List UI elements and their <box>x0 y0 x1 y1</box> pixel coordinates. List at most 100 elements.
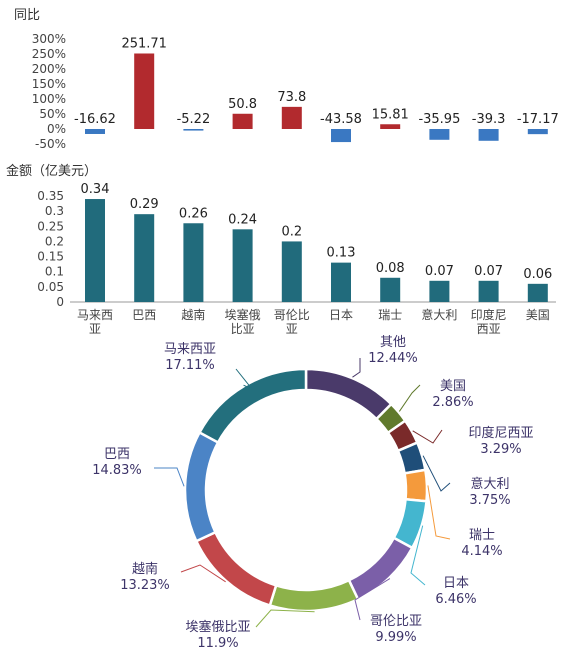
donut-slice-percent: 9.99% <box>375 630 416 645</box>
amount-bar <box>134 214 155 302</box>
amount-value-label: 0.24 <box>228 212 257 227</box>
donut-leader-line <box>352 358 361 378</box>
amount-bar <box>85 199 105 302</box>
yoy-bar <box>429 129 450 140</box>
amount-category-label: 巴西 <box>132 308 156 322</box>
amount-category-label: 越南 <box>181 307 205 322</box>
amount-value-label: 0.2 <box>281 224 302 239</box>
yoy-y-tick: 50% <box>39 107 66 121</box>
donut-leader-lines <box>154 358 451 628</box>
yoy-value-labels: -16.62 251.71 -5.22 50.8 73.8 -43.58 15.81 -35.… <box>74 36 559 127</box>
donut-leader-line <box>255 609 315 628</box>
amount-y-tick: 0.3 <box>45 204 64 218</box>
yoy-y-axis: 300%250%200%150%100%50%0%-50% <box>32 32 66 151</box>
donut-slice-name: 意大利 <box>470 476 509 492</box>
yoy-y-tick: 250% <box>32 47 66 61</box>
donut-slice-name: 马来西亚 <box>164 342 216 357</box>
donut-slice-percent: 3.75% <box>469 493 510 508</box>
yoy-bar-chart: 同比 300%250%200%150%100%50%0%-50% -16.62 2… <box>14 8 559 151</box>
amount-bars <box>85 199 548 302</box>
yoy-bars <box>85 53 548 143</box>
donut-slice-percent: 12.44% <box>368 351 418 366</box>
donut-slice-percent: 17.11% <box>165 358 215 373</box>
donut-leader-line <box>410 525 426 586</box>
amount-value-label: 0.26 <box>179 206 208 221</box>
donut-slice-name: 印度尼西亚 <box>468 425 533 441</box>
amount-value-label: 0.13 <box>327 246 356 261</box>
donut-slice-percent: 3.29% <box>480 442 521 457</box>
yoy-value-label: -39.3 <box>472 112 506 127</box>
amount-y-tick: 0.15 <box>37 250 64 264</box>
yoy-bar <box>134 53 155 129</box>
yoy-bar <box>527 129 548 135</box>
yoy-value-label: -17.17 <box>517 112 559 127</box>
amount-y-tick: 0.05 <box>37 280 64 294</box>
donut-leader-line <box>235 368 253 390</box>
yoy-bar <box>281 106 302 129</box>
amount-chart-title: 金额（亿美元） <box>6 163 97 179</box>
yoy-y-tick: -50% <box>35 137 66 151</box>
amount-y-tick: 0 <box>56 295 64 309</box>
amount-category-label: 马来西亚 <box>77 308 113 336</box>
amount-category-label: 瑞士 <box>378 308 402 322</box>
yoy-value-label: 50.8 <box>228 97 257 112</box>
yoy-value-label: -35.95 <box>418 112 460 127</box>
amount-bar <box>527 283 548 302</box>
amount-bar <box>183 223 204 302</box>
donut-slice-percent: 14.83% <box>92 463 142 478</box>
yoy-y-tick: 150% <box>32 77 66 91</box>
donut-leader-line <box>422 455 451 492</box>
yoy-y-tick: 0% <box>47 122 66 136</box>
donut-slice <box>347 536 414 601</box>
amount-value-label: 0.06 <box>523 267 552 282</box>
amount-category-label: 美国 <box>526 308 550 322</box>
yoy-y-tick: 300% <box>32 32 66 46</box>
donut-slice <box>197 367 308 445</box>
amount-bar <box>232 229 253 302</box>
amount-bar <box>380 277 401 302</box>
amount-category-label: 哥伦比亚 <box>274 307 310 336</box>
amount-bar <box>331 262 351 302</box>
donut-leader-line <box>398 384 421 412</box>
yoy-bar <box>380 124 401 129</box>
donut-leader-line <box>427 485 451 540</box>
donut-leader-line <box>354 578 391 621</box>
amount-bar <box>478 280 499 302</box>
amount-value-label: 0.34 <box>81 182 110 197</box>
amount-y-tick: 0.2 <box>45 234 64 248</box>
yoy-value-label: -5.22 <box>177 112 211 127</box>
amount-y-axis: 0.350.30.250.2 0.150.10.050 <box>37 189 64 309</box>
amount-value-label: 0.07 <box>425 264 454 279</box>
yoy-value-label: -16.62 <box>74 112 116 127</box>
donut-slice-name: 越南 <box>132 561 158 577</box>
amount-value-label: 0.29 <box>130 197 159 212</box>
yoy-bar <box>478 129 499 141</box>
donut-slice-name: 埃塞俄比亚 <box>185 619 250 635</box>
donut-leader-line <box>180 564 226 583</box>
donut-slice <box>304 367 394 421</box>
amount-value-labels: 0.34 0.29 0.26 0.24 0.2 0.13 0.08 0.07 0.07 0.06 <box>81 182 553 282</box>
donut-slice <box>183 430 220 543</box>
yoy-chart-title: 同比 <box>14 8 40 23</box>
amount-category-label: 印度尼西亚 <box>471 307 507 336</box>
donut-slice-name: 哥伦比亚 <box>370 614 422 629</box>
donut-slice-percent: 11.9% <box>197 636 238 651</box>
yoy-value-label: 251.71 <box>121 36 167 51</box>
yoy-value-label: -43.58 <box>320 112 362 127</box>
donut-slices <box>183 367 429 613</box>
amount-bar-chart: 金额（亿美元） 0.350.30.250.20.150.10.050 0.340… <box>6 163 556 336</box>
yoy-bar <box>331 129 351 143</box>
amount-value-label: 0.08 <box>376 261 405 276</box>
amount-category-label: 埃塞俄比亚 <box>225 307 261 336</box>
amount-y-tick: 0.1 <box>45 265 64 279</box>
donut-slice-name: 瑞士 <box>469 528 495 543</box>
yoy-bar <box>85 129 105 134</box>
donut-slice-name: 其他 <box>380 335 406 350</box>
yoy-y-tick: 200% <box>32 62 66 76</box>
yoy-bar <box>232 113 253 129</box>
amount-category-label: 日本 <box>329 308 353 322</box>
amount-y-tick: 0.25 <box>37 219 64 233</box>
